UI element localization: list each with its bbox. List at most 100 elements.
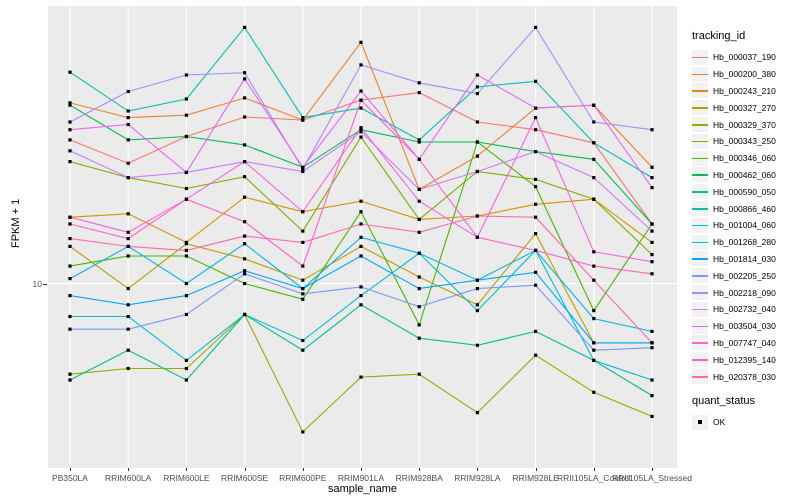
data-point	[184, 254, 188, 258]
legend-entry-Hb_002205_250: Hb_002205_250	[692, 267, 798, 284]
data-point	[417, 140, 421, 144]
legend-label: Hb_001814_030	[713, 253, 776, 264]
data-point	[243, 96, 247, 100]
data-point	[301, 169, 305, 174]
data-point	[301, 165, 305, 169]
data-point	[650, 346, 654, 350]
data-point	[592, 264, 596, 268]
data-point	[475, 73, 479, 77]
data-point	[475, 235, 479, 239]
data-point	[359, 135, 363, 139]
data-point	[68, 215, 72, 219]
data-point	[126, 109, 130, 113]
legend-entry-Hb_001004_060: Hb_001004_060	[692, 217, 798, 234]
data-point	[417, 251, 421, 255]
y-tick-mark	[43, 284, 47, 285]
chart-canvas	[48, 6, 677, 468]
data-point	[126, 116, 130, 120]
legend-label: OK	[713, 417, 726, 428]
legend-key-line-icon	[692, 66, 708, 82]
x-tick-mark	[186, 468, 188, 471]
legend-key-line-icon	[692, 352, 708, 368]
data-point	[243, 220, 247, 224]
data-point	[184, 113, 188, 117]
data-point	[475, 120, 479, 124]
data-point	[359, 98, 363, 102]
data-point	[592, 197, 596, 201]
data-point	[68, 327, 72, 331]
data-point	[417, 323, 421, 327]
legend-entry-Hb_020378_030: Hb_020378_030	[692, 368, 798, 385]
x-tick-label-RRIM901LA: RRIM901LA	[337, 473, 385, 483]
data-point	[126, 303, 130, 307]
data-point	[359, 128, 363, 132]
legend-entry-Hb_001268_280: Hb_001268_280	[692, 234, 798, 251]
data-point	[68, 264, 72, 268]
data-point	[243, 272, 247, 276]
data-point	[126, 366, 130, 371]
x-tick-mark	[535, 468, 537, 471]
data-point	[243, 281, 247, 286]
data-point	[650, 165, 654, 169]
legend-label: Hb_000462_060	[713, 169, 776, 180]
data-point	[650, 260, 654, 264]
data-point	[184, 170, 188, 174]
legend-key-line-icon	[692, 318, 708, 334]
data-point	[359, 235, 363, 239]
data-point	[184, 312, 188, 317]
legend-key-line-icon	[692, 217, 708, 233]
data-point	[592, 348, 596, 352]
data-point	[534, 177, 538, 181]
data-point	[417, 217, 421, 221]
legend-label: Hb_002732_040	[713, 304, 776, 315]
data-point	[650, 414, 654, 418]
data-point	[301, 292, 305, 296]
data-point	[243, 71, 247, 75]
data-point	[650, 229, 654, 233]
data-point	[126, 244, 130, 248]
data-point	[301, 240, 305, 244]
data-point	[359, 244, 363, 248]
legend-key-line-icon	[692, 234, 708, 250]
data-point	[475, 287, 479, 291]
data-point	[475, 214, 479, 218]
legend-title-tracking-id: tracking_id	[692, 30, 746, 42]
data-point	[68, 237, 72, 241]
x-tick-mark	[70, 468, 71, 471]
x-tick-mark	[593, 468, 595, 471]
data-point	[68, 378, 72, 382]
legend-entry-Hb_000200_380: Hb_000200_380	[692, 66, 798, 83]
data-point	[243, 115, 247, 119]
data-point	[184, 97, 188, 101]
data-point	[475, 343, 479, 347]
legend-key-line-icon	[692, 268, 708, 284]
data-point	[534, 270, 538, 274]
x-tick-label-RRIM928LA: RRIM928LA	[454, 473, 501, 483]
data-point	[301, 167, 305, 171]
data-point	[68, 120, 72, 124]
legend-entry-ok: OK	[692, 414, 798, 431]
data-point	[592, 157, 596, 161]
x-tick-mark	[128, 468, 130, 471]
data-point	[592, 103, 596, 107]
data-point	[301, 229, 305, 233]
legend-key-line-icon	[692, 369, 708, 385]
x-tick-label-RRIM600PE: RRIM600PE	[279, 473, 327, 483]
data-point	[417, 199, 421, 203]
data-point	[68, 244, 72, 248]
data-point	[417, 230, 421, 234]
data-point	[650, 186, 654, 190]
data-point	[68, 70, 72, 74]
legend-label: Hb_000200_380	[713, 69, 776, 80]
x-axis-title: sample_name	[327, 483, 398, 495]
data-point	[301, 116, 305, 120]
data-point	[184, 294, 188, 298]
data-point	[184, 366, 188, 371]
x-tick-mark	[244, 468, 246, 471]
legend-entry-Hb_000462_060: Hb_000462_060	[692, 167, 798, 184]
legend-label: Hb_001004_060	[713, 220, 776, 231]
data-point	[126, 327, 130, 331]
data-point	[359, 285, 363, 289]
data-point	[68, 294, 72, 298]
data-point	[243, 25, 247, 29]
